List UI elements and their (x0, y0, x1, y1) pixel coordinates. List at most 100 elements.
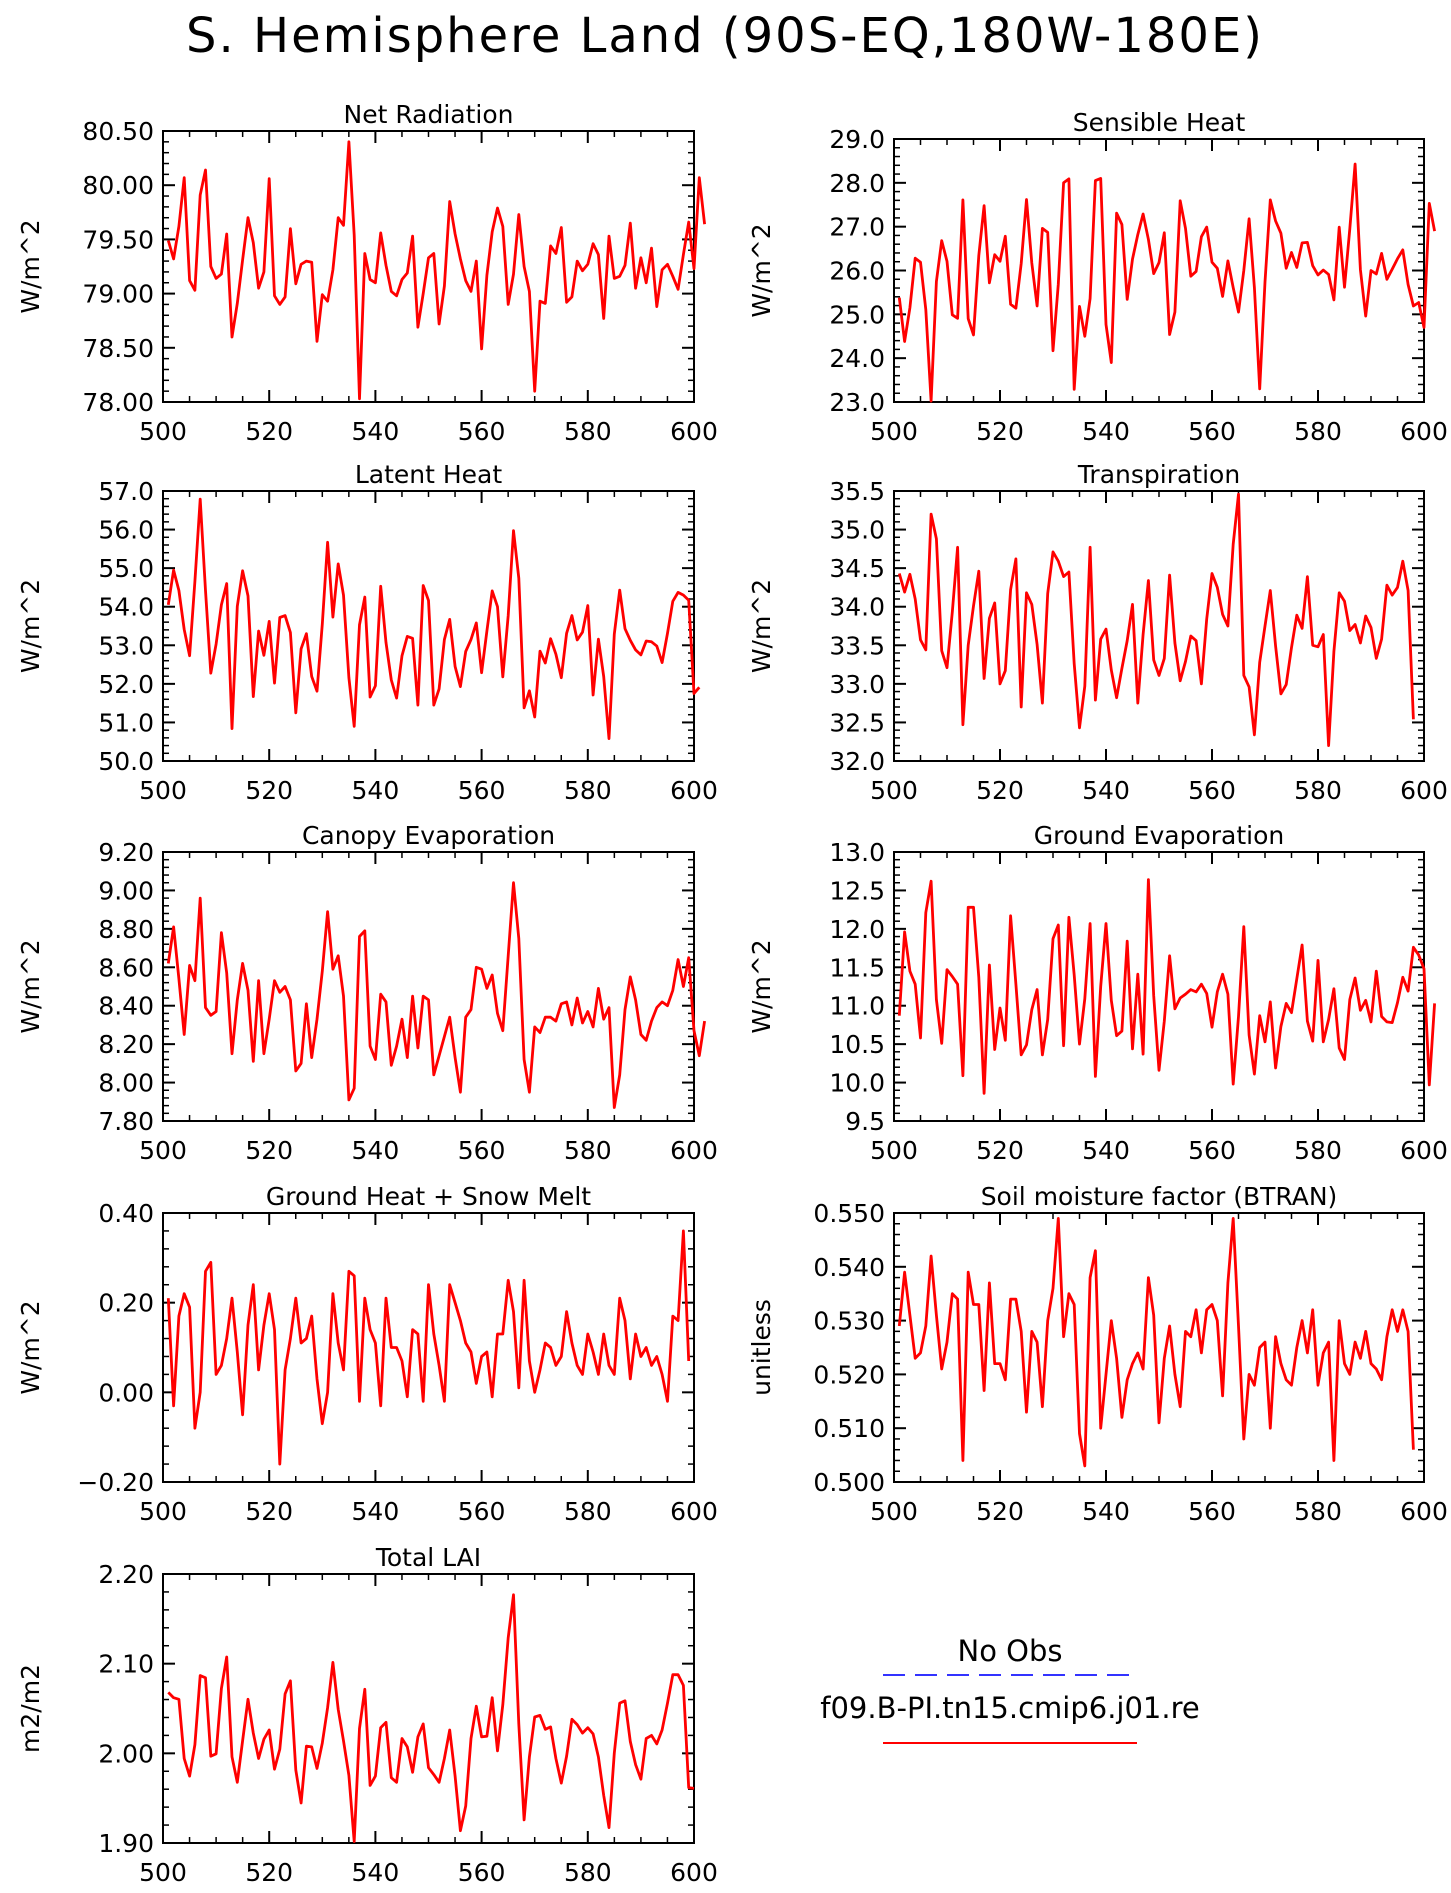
y-tick-label: 35.0 (829, 516, 885, 545)
series-line (897, 492, 1415, 747)
x-tick-label: 600 (670, 1497, 718, 1526)
x-tick-label: 580 (564, 1136, 612, 1165)
y-tick-label: 50.0 (98, 747, 154, 776)
y-tick-label: 1.90 (98, 1829, 154, 1858)
y-tick-label: 33.0 (829, 670, 885, 699)
y-tick-label: 8.60 (98, 953, 154, 982)
plot-frame (162, 851, 695, 1122)
x-tick-label: 580 (1294, 417, 1342, 446)
series-line (166, 881, 706, 1109)
y-tick-label: 9.00 (98, 876, 154, 905)
x-tick-label: 580 (1294, 1497, 1342, 1526)
x-tick-label: 560 (458, 417, 506, 446)
x-tick-label: 520 (245, 1497, 293, 1526)
chart-panel: 500 520 540 560 580 600 23.0 24.0 25.0 26.0 27.0 28… (747, 108, 1448, 446)
plot-frame (162, 1212, 695, 1483)
y-tick-label: 55.0 (98, 554, 154, 583)
legend-case-label: f09.B-PI.tn15.cmip6.j01.re (820, 1691, 1199, 1725)
y-tick-label: 78.50 (82, 334, 154, 363)
y-tick-label: 8.40 (98, 992, 154, 1021)
y-tick-label: 0.500 (813, 1468, 885, 1497)
page-title: S. Hemisphere Land (90S-EQ,180W-180E) (186, 8, 1264, 64)
y-tick-label: 0.530 (813, 1307, 885, 1336)
x-tick-label: 500 (870, 417, 918, 446)
x-tick-label: 600 (670, 1858, 718, 1887)
x-tick-label: 520 (976, 1497, 1024, 1526)
x-tick-label: 600 (670, 776, 718, 805)
x-tick-label: 600 (1400, 1497, 1448, 1526)
y-tick-label: 0.00 (98, 1378, 154, 1407)
y-tick-label: 0.550 (813, 1199, 885, 1228)
x-tick-label: 500 (139, 417, 187, 446)
chart-title: Ground Heat + Snow Melt (266, 1182, 591, 1211)
chart-panel: 500 520 540 560 580 600 9.5 10.0 10.5 11.0 11.5 12.… (747, 821, 1448, 1165)
x-tick-label: 580 (564, 417, 612, 446)
chart-title: Net Radiation (344, 100, 514, 129)
x-tick-label: 540 (1082, 417, 1130, 446)
chart-panel: 500 520 540 560 580 600 0.500 0.510 0.520 0.530 0.… (747, 1182, 1448, 1526)
x-tick-label: 600 (1400, 776, 1448, 805)
y-axis-label: W/m^2 (16, 219, 45, 313)
y-tick-label: 29.0 (829, 125, 885, 154)
y-tick-label: 11.0 (829, 992, 885, 1021)
x-tick-label: 500 (139, 1497, 187, 1526)
y-tick-label: 57.0 (98, 477, 154, 506)
x-tick-label: 500 (139, 776, 187, 805)
y-axis-label: W/m^2 (16, 939, 45, 1033)
y-tick-label: 34.0 (829, 593, 885, 622)
x-tick-label: 580 (564, 1858, 612, 1887)
x-tick-label: 560 (1188, 417, 1236, 446)
chart-panel: 500 520 540 560 580 600 78.00 78.50 79.00 79.50 80… (16, 100, 718, 446)
x-tick-label: 540 (352, 1136, 400, 1165)
y-tick-label: 23.0 (829, 388, 885, 417)
plot-frame (893, 851, 1425, 1122)
series-line (166, 140, 706, 401)
y-tick-label: 8.20 (98, 1030, 154, 1059)
legend-obs-label: No Obs (958, 1634, 1063, 1668)
x-tick-label: 600 (1400, 1136, 1448, 1165)
y-tick-label: 11.5 (829, 953, 885, 982)
chart-panel: 500 520 540 560 580 600 −0.20 0.00 0.20 0.40 Groun… (16, 1182, 718, 1526)
chart-title: Total LAI (375, 1543, 481, 1572)
chart-panel: 500 520 540 560 580 600 50.0 51.0 52.0 53.0 54.0 55… (16, 460, 718, 805)
x-tick-label: 520 (245, 1858, 293, 1887)
x-tick-label: 560 (1188, 1136, 1236, 1165)
y-tick-label: 0.20 (98, 1289, 154, 1318)
chart-title: Latent Heat (355, 460, 503, 489)
y-tick-label: 51.0 (98, 708, 154, 737)
y-tick-label: 2.20 (98, 1560, 154, 1589)
x-tick-label: 500 (870, 1497, 918, 1526)
x-tick-label: 540 (1082, 776, 1130, 805)
x-tick-label: 540 (1082, 1136, 1130, 1165)
plot-frame (162, 1573, 695, 1844)
y-tick-label: 9.20 (98, 838, 154, 867)
plot-frame (893, 138, 1425, 403)
x-tick-label: 600 (670, 417, 718, 446)
y-tick-label: 0.540 (813, 1253, 885, 1282)
x-tick-label: 560 (458, 1497, 506, 1526)
x-tick-label: 580 (564, 1497, 612, 1526)
y-tick-label: 10.5 (829, 1030, 885, 1059)
x-tick-label: 520 (245, 1136, 293, 1165)
y-tick-label: 28.0 (829, 169, 885, 198)
y-tick-label: 2.00 (98, 1739, 154, 1768)
y-tick-label: −0.20 (77, 1468, 154, 1497)
x-tick-label: 540 (352, 1497, 400, 1526)
y-tick-label: 53.0 (98, 631, 154, 660)
x-tick-label: 560 (1188, 1497, 1236, 1526)
y-tick-label: 0.520 (813, 1360, 885, 1389)
x-tick-label: 540 (352, 417, 400, 446)
y-tick-label: 32.5 (829, 708, 885, 737)
y-tick-label: 7.80 (98, 1107, 154, 1136)
y-tick-label: 54.0 (98, 593, 154, 622)
y-tick-label: 79.00 (82, 280, 154, 309)
x-tick-label: 540 (352, 1858, 400, 1887)
plot-frame (893, 490, 1425, 762)
y-tick-label: 34.5 (829, 554, 885, 583)
x-tick-label: 500 (870, 776, 918, 805)
legend: No Obs f09.B-PI.tn15.cmip6.j01.re (820, 1634, 1200, 1744)
chart-panel: 500 520 540 560 580 600 7.80 8.00 8.20 8.40 8.60 8.… (16, 821, 718, 1165)
y-axis-label: m2/m2 (16, 1664, 45, 1753)
y-tick-label: 10.0 (829, 1069, 885, 1098)
